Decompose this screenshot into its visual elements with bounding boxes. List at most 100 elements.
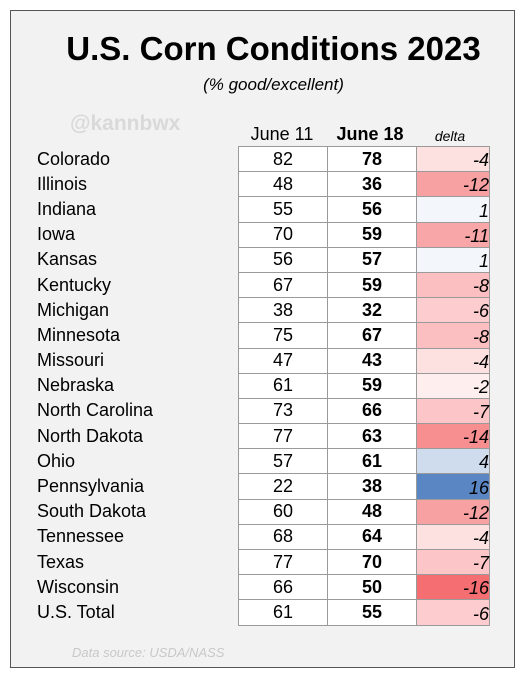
value-june18: 59 bbox=[327, 271, 417, 299]
state-name: Indiana bbox=[37, 198, 97, 219]
value-june11: 61 bbox=[238, 372, 328, 399]
state-name: Pennsylvania bbox=[37, 476, 145, 497]
value-delta: -8 bbox=[416, 322, 490, 349]
value-june11: 22 bbox=[238, 473, 328, 500]
watermark: @kannbwx bbox=[70, 112, 181, 135]
value-june11: 67 bbox=[238, 271, 328, 299]
value-june18: 55 bbox=[327, 599, 417, 626]
value-june18: 32 bbox=[327, 297, 417, 324]
value-june18: 50 bbox=[327, 574, 417, 601]
value-delta: -6 bbox=[416, 599, 490, 626]
value-delta: -2 bbox=[416, 372, 490, 399]
value-delta: -7 bbox=[416, 397, 490, 425]
state-name: Ohio bbox=[37, 450, 76, 471]
table-row: Kansas 56 57 1 bbox=[37, 246, 490, 273]
value-june11: 68 bbox=[238, 523, 328, 551]
table-row: North Carolina 73 66 -7 bbox=[37, 397, 490, 425]
value-june11: 61 bbox=[238, 599, 328, 626]
value-june11: 48 bbox=[238, 171, 328, 198]
value-june11: 66 bbox=[238, 574, 328, 601]
table-row: Iowa 70 59 -11 bbox=[37, 221, 490, 248]
state-name: South Dakota bbox=[37, 501, 147, 522]
table-row: Nebraska 61 59 -2 bbox=[37, 372, 490, 399]
value-june11: 73 bbox=[238, 397, 328, 425]
state-name: Minnesota bbox=[37, 324, 121, 345]
state-name: North Dakota bbox=[37, 425, 144, 446]
state-name: Texas bbox=[37, 551, 85, 572]
value-delta: -8 bbox=[416, 271, 490, 299]
value-delta: -14 bbox=[416, 423, 490, 450]
value-delta: -6 bbox=[416, 297, 490, 324]
value-delta: 1 bbox=[416, 196, 490, 223]
value-june11: 70 bbox=[238, 221, 328, 248]
value-delta: 4 bbox=[416, 448, 490, 475]
state-name: Missouri bbox=[37, 350, 105, 371]
table-row: Ohio 57 61 4 bbox=[37, 448, 490, 475]
value-june18: 38 bbox=[327, 473, 417, 500]
state-name: North Carolina bbox=[37, 400, 154, 421]
state-name: Kentucky bbox=[37, 274, 112, 295]
value-delta: -12 bbox=[416, 498, 490, 525]
value-delta: 16 bbox=[416, 473, 490, 500]
value-june11: 77 bbox=[238, 423, 328, 450]
table-row: U.S. Total 61 55 -6 bbox=[37, 599, 490, 626]
value-june11: 38 bbox=[238, 297, 328, 324]
value-june18: 63 bbox=[327, 423, 417, 450]
table-row: North Dakota 77 63 -14 bbox=[37, 423, 490, 450]
value-june11: 82 bbox=[238, 145, 328, 173]
table-row: Texas 77 70 -7 bbox=[37, 548, 490, 576]
value-june18: 61 bbox=[327, 448, 417, 475]
value-june18: 70 bbox=[327, 548, 417, 576]
value-june18: 64 bbox=[327, 523, 417, 551]
value-june18: 66 bbox=[327, 397, 417, 425]
state-name: Kansas bbox=[37, 249, 98, 270]
chart-subtitle: (% good/excellent) bbox=[203, 75, 344, 94]
value-june11: 77 bbox=[238, 548, 328, 576]
column-header-june18: June 18 bbox=[336, 124, 404, 144]
value-delta: -7 bbox=[416, 548, 490, 576]
table-row: Illinois 48 36 -12 bbox=[37, 171, 490, 198]
state-name: U.S. Total bbox=[37, 601, 115, 622]
value-delta: 1 bbox=[416, 246, 490, 273]
table-row: Kentucky 67 59 -8 bbox=[37, 271, 490, 299]
value-june11: 75 bbox=[238, 322, 328, 349]
value-june11: 57 bbox=[238, 448, 328, 475]
state-name: Colorado bbox=[37, 148, 111, 169]
conditions-table: Colorado 82 78 -4 Illinois 48 36 -12 Indiana 55 56… bbox=[37, 145, 490, 626]
state-name: Michigan bbox=[37, 299, 110, 320]
value-delta: -12 bbox=[416, 171, 490, 198]
value-june11: 47 bbox=[238, 347, 328, 374]
value-delta: -4 bbox=[416, 145, 490, 173]
table-row: Colorado 82 78 -4 bbox=[37, 145, 490, 173]
value-june11: 60 bbox=[238, 498, 328, 525]
value-june18: 36 bbox=[327, 171, 417, 198]
state-name: Illinois bbox=[37, 173, 88, 194]
table-row: Pennsylvania 22 38 16 bbox=[37, 473, 490, 500]
chart-title: U.S. Corn Conditions 2023 bbox=[66, 30, 481, 67]
value-delta: -4 bbox=[416, 347, 490, 374]
value-delta: -16 bbox=[416, 574, 490, 601]
value-june18: 43 bbox=[327, 347, 417, 374]
value-june18: 67 bbox=[327, 322, 417, 349]
table-row: Tennessee 68 64 -4 bbox=[37, 523, 490, 551]
value-june18: 59 bbox=[327, 372, 417, 399]
value-june18: 78 bbox=[327, 145, 417, 173]
table-row: Missouri 47 43 -4 bbox=[37, 347, 490, 374]
value-june11: 55 bbox=[238, 196, 328, 223]
table-row: South Dakota 60 48 -12 bbox=[37, 498, 490, 525]
table-row: Minnesota 75 67 -8 bbox=[37, 322, 490, 349]
table-row: Indiana 55 56 1 bbox=[37, 196, 490, 223]
value-delta: -4 bbox=[416, 523, 490, 551]
state-name: Iowa bbox=[37, 224, 76, 245]
column-header-june11: June 11 bbox=[250, 124, 314, 144]
state-name: Tennessee bbox=[37, 526, 125, 547]
data-source: Data source: USDA/NASS bbox=[72, 645, 225, 660]
value-delta: -11 bbox=[416, 221, 490, 248]
value-june18: 59 bbox=[327, 221, 417, 248]
table-row: Michigan 38 32 -6 bbox=[37, 297, 490, 324]
state-name: Wisconsin bbox=[37, 576, 120, 597]
value-june18: 48 bbox=[327, 498, 417, 525]
value-june18: 57 bbox=[327, 246, 417, 273]
state-name: Nebraska bbox=[37, 375, 115, 396]
column-header-delta: delta bbox=[434, 128, 466, 144]
